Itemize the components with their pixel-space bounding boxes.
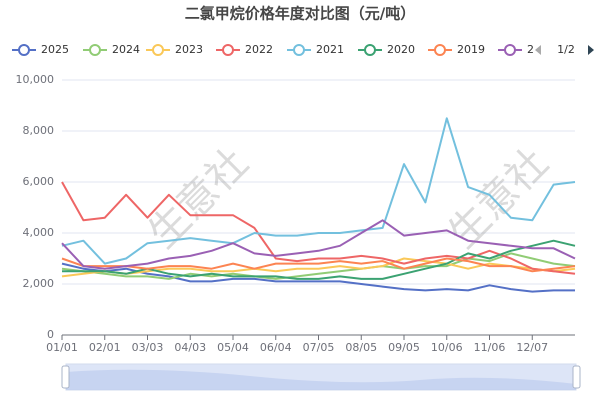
zoom-handle[interactable] [572,365,581,389]
series-line [61,219,576,270]
zoom-preview [66,369,576,390]
legend-label: 2024 [112,43,140,56]
y-tick-label: 4,000 [23,226,55,239]
legend-label: 2023 [175,43,203,56]
series-line [61,252,576,280]
legend-item[interactable]: 2020 [358,43,415,56]
x-tick-label: 01/01 [46,341,78,354]
legend-item[interactable]: 2 [498,43,534,56]
legend-label: 2019 [457,43,485,56]
y-tick-label: 0 [47,328,54,341]
y-tick-label: 6,000 [23,175,55,188]
series-line [61,181,576,275]
legend-icon [152,44,164,56]
y-tick-label: 8,000 [23,124,55,137]
legend-label: 2025 [41,43,69,56]
y-tick-label: 2,000 [23,277,55,290]
legend-icon [434,44,446,56]
x-tick-label: 08/05 [345,341,377,354]
legend-next[interactable] [588,45,594,55]
legend-label: 2020 [387,43,415,56]
data-zoom[interactable] [61,363,581,391]
x-tick-label: 12/07 [516,341,548,354]
legend-icon [89,44,101,56]
legend-label: 2021 [316,43,344,56]
x-tick-label: 07/05 [303,341,335,354]
x-tick-label: 04/03 [174,341,206,354]
legend-icon [18,44,30,56]
legend-label: 2 [527,43,534,56]
legend-page: 1/2 [557,43,575,56]
legend-item[interactable]: 2022 [216,43,273,56]
series-line [61,257,576,278]
legend-item[interactable]: 2019 [428,43,485,56]
x-tick-label: 06/04 [260,341,292,354]
series-line [61,257,576,273]
x-tick-label: 02/01 [89,341,121,354]
watermark: 生意社 [440,140,557,257]
legend-item[interactable]: 2025 [12,43,69,56]
legend-item[interactable]: 2021 [287,43,344,56]
legend-icon [364,44,376,56]
legend-prev[interactable] [535,45,541,55]
legend-item[interactable]: 2024 [83,43,140,56]
legend-icon [293,44,305,56]
zoom-handle[interactable] [61,365,70,389]
chart-title: 二氯甲烷价格年度对比图（元/吨） [185,5,415,23]
x-tick-label: 05/04 [217,341,249,354]
y-tick-label: 10,000 [16,73,55,86]
legend-icon [222,44,234,56]
series-line [61,117,576,265]
legend-icon [504,44,516,56]
x-tick-label: 03/03 [132,341,164,354]
x-tick-label: 09/05 [388,341,420,354]
legend-label: 2022 [245,43,273,56]
series-line [61,262,575,293]
x-tick-label: 10/06 [431,341,463,354]
x-tick-label: 11/06 [474,341,506,354]
legend-item[interactable]: 2023 [146,43,203,56]
